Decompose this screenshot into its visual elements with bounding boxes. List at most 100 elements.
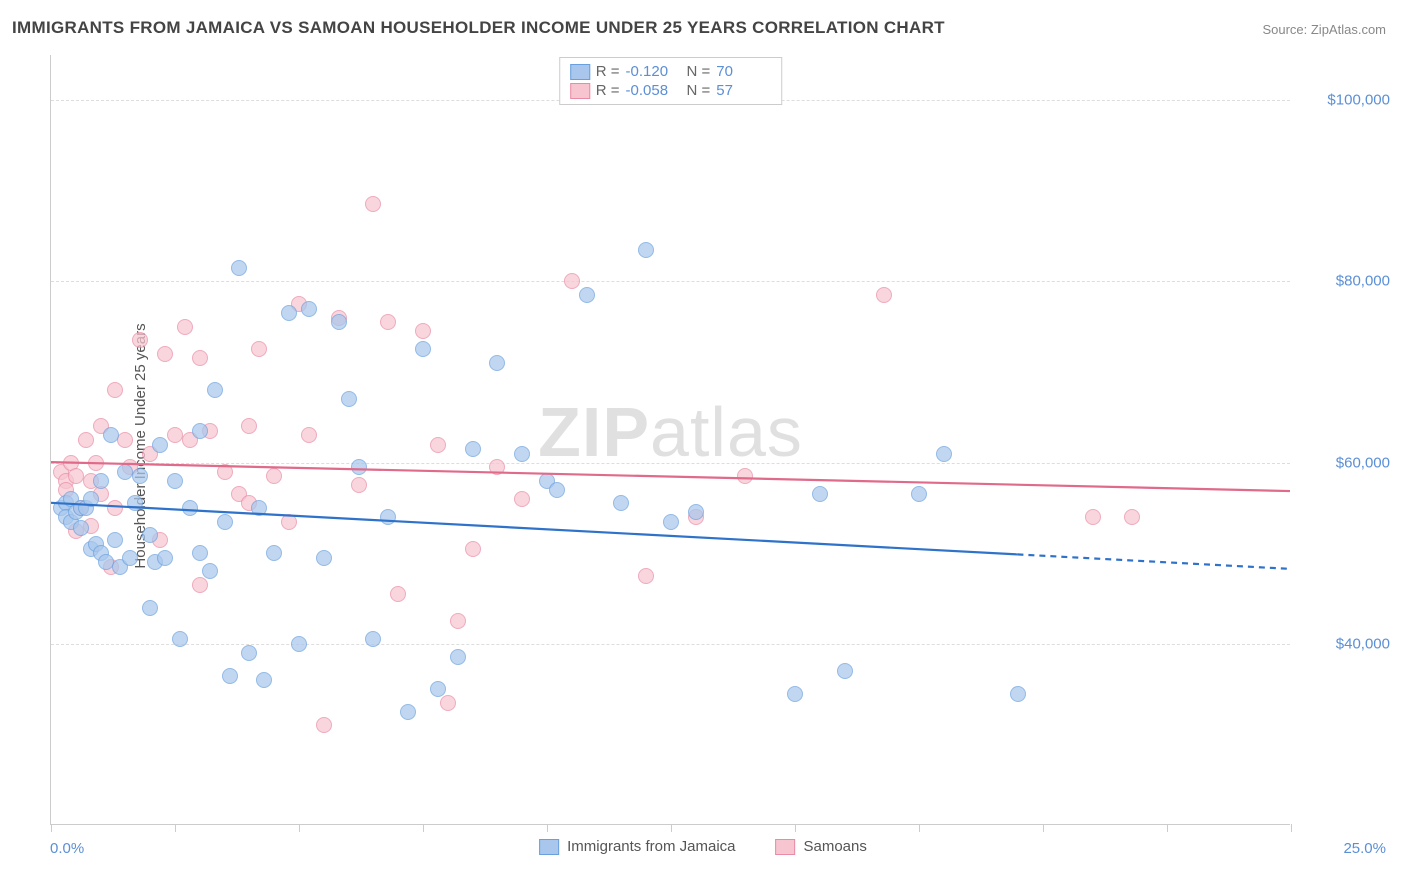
legend-swatch xyxy=(570,83,590,99)
scatter-point xyxy=(192,350,208,366)
scatter-point xyxy=(351,477,367,493)
scatter-point xyxy=(266,545,282,561)
legend-swatch xyxy=(570,64,590,80)
scatter-point xyxy=(837,663,853,679)
scatter-point xyxy=(1010,686,1026,702)
x-tick xyxy=(1043,824,1044,832)
scatter-point xyxy=(737,468,753,484)
x-tick xyxy=(175,824,176,832)
scatter-point xyxy=(202,563,218,579)
scatter-point xyxy=(93,473,109,489)
watermark-rest: atlas xyxy=(650,393,803,471)
scatter-point xyxy=(251,500,267,516)
n-value: 57 xyxy=(716,82,771,99)
scatter-point xyxy=(177,319,193,335)
correlation-legend: R = -0.120 N = 70R = -0.058 N = 57 xyxy=(559,57,783,105)
gridline xyxy=(51,463,1290,464)
y-tick-label: $40,000 xyxy=(1300,635,1390,652)
scatter-point xyxy=(400,704,416,720)
scatter-point xyxy=(380,314,396,330)
legend-label: Samoans xyxy=(804,838,867,855)
scatter-point xyxy=(88,455,104,471)
scatter-point xyxy=(489,459,505,475)
r-label: R = xyxy=(596,63,620,80)
n-label: N = xyxy=(687,63,711,80)
scatter-point xyxy=(365,631,381,647)
scatter-point xyxy=(365,196,381,212)
watermark: ZIPatlas xyxy=(538,392,803,472)
scatter-point xyxy=(192,545,208,561)
scatter-point xyxy=(489,355,505,371)
scatter-point xyxy=(117,432,133,448)
x-tick xyxy=(1167,824,1168,832)
scatter-point xyxy=(514,446,530,462)
chart-title: IMMIGRANTS FROM JAMAICA VS SAMOAN HOUSEH… xyxy=(12,18,945,38)
scatter-point xyxy=(415,323,431,339)
x-tick xyxy=(423,824,424,832)
scatter-point xyxy=(157,550,173,566)
x-tick xyxy=(919,824,920,832)
scatter-point xyxy=(167,473,183,489)
r-value: -0.058 xyxy=(626,82,681,99)
scatter-point xyxy=(911,486,927,502)
scatter-point xyxy=(812,486,828,502)
scatter-point xyxy=(450,613,466,629)
scatter-point xyxy=(157,346,173,362)
scatter-point xyxy=(266,468,282,484)
scatter-point xyxy=(390,586,406,602)
legend-swatch xyxy=(776,839,796,855)
scatter-point xyxy=(331,314,347,330)
scatter-point xyxy=(107,382,123,398)
scatter-point xyxy=(579,287,595,303)
series-legend: Immigrants from Jamaica Samoans xyxy=(539,838,867,855)
legend-swatch xyxy=(539,839,559,855)
scatter-point xyxy=(301,301,317,317)
x-axis-max-label: 25.0% xyxy=(1343,840,1386,857)
scatter-point xyxy=(380,509,396,525)
x-axis-min-label: 0.0% xyxy=(50,840,84,857)
scatter-point xyxy=(514,491,530,507)
scatter-point xyxy=(98,554,114,570)
scatter-point xyxy=(182,500,198,516)
scatter-point xyxy=(549,482,565,498)
scatter-point xyxy=(217,464,233,480)
scatter-point xyxy=(430,681,446,697)
n-value: 70 xyxy=(716,63,771,80)
scatter-point xyxy=(207,382,223,398)
scatter-point xyxy=(217,514,233,530)
scatter-point xyxy=(68,468,84,484)
r-value: -0.120 xyxy=(626,63,681,80)
watermark-bold: ZIP xyxy=(538,393,650,471)
legend-label: Immigrants from Jamaica xyxy=(567,838,735,855)
scatter-point xyxy=(291,636,307,652)
scatter-point xyxy=(638,568,654,584)
scatter-point xyxy=(117,464,133,480)
scatter-point xyxy=(876,287,892,303)
gridline xyxy=(51,644,1290,645)
scatter-point xyxy=(192,423,208,439)
scatter-point xyxy=(638,242,654,258)
scatter-point xyxy=(241,645,257,661)
trend-lines xyxy=(51,55,1290,824)
y-tick-label: $100,000 xyxy=(1300,92,1390,109)
scatter-point xyxy=(787,686,803,702)
scatter-point xyxy=(281,514,297,530)
scatter-point xyxy=(132,468,148,484)
scatter-point xyxy=(341,391,357,407)
scatter-point xyxy=(613,495,629,511)
gridline xyxy=(51,281,1290,282)
x-tick xyxy=(1291,824,1292,832)
scatter-point xyxy=(78,432,94,448)
scatter-point xyxy=(107,532,123,548)
legend-stat-row: R =-0.058N =57 xyxy=(570,81,772,100)
scatter-point xyxy=(83,491,99,507)
scatter-point xyxy=(1085,509,1101,525)
scatter-point xyxy=(564,273,580,289)
r-label: R = xyxy=(596,82,620,99)
scatter-point xyxy=(450,649,466,665)
y-tick-label: $80,000 xyxy=(1300,273,1390,290)
scatter-point xyxy=(663,514,679,530)
legend-stat-row: R = -0.120 N = 70 xyxy=(570,62,772,81)
scatter-point xyxy=(1124,509,1140,525)
scatter-point xyxy=(415,341,431,357)
